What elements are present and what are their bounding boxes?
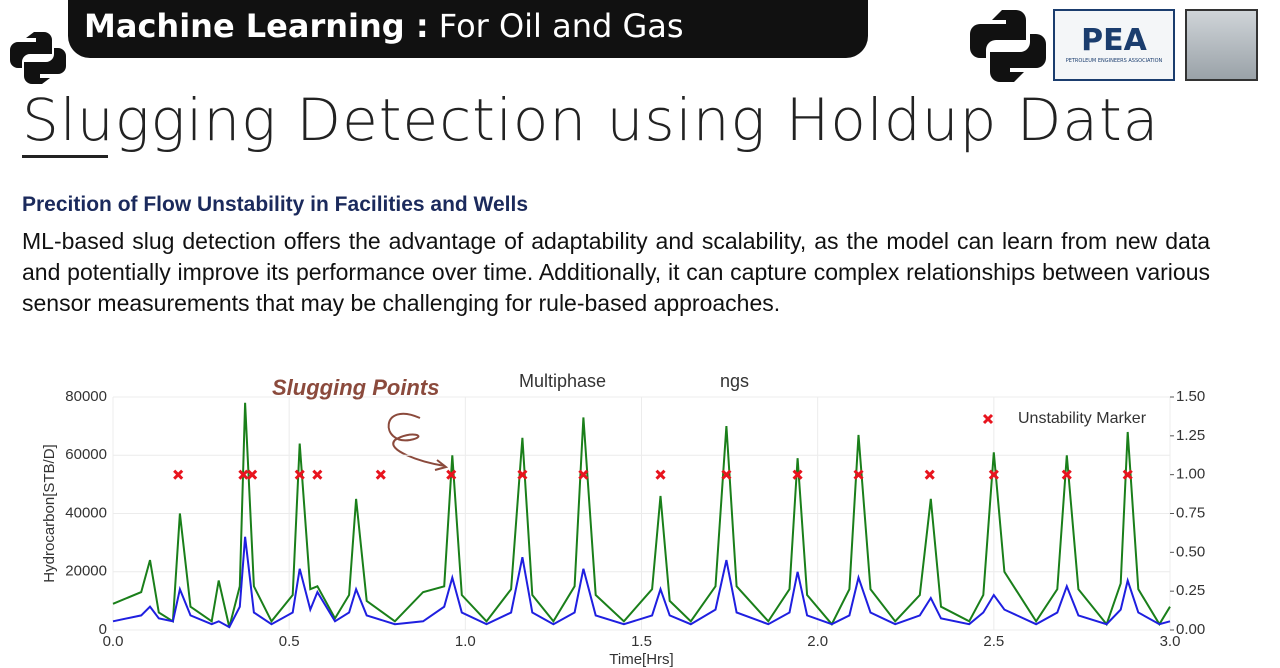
banner-bold: Machine Learning : bbox=[84, 7, 429, 45]
marker bbox=[721, 469, 732, 480]
annotation-arrowhead bbox=[434, 459, 449, 471]
python-logo bbox=[10, 32, 66, 84]
y-tick-label: 40000 bbox=[65, 504, 107, 521]
slide-title: Slugging Detection using Holdup Data bbox=[22, 86, 1160, 154]
x-tick-label: 2.0 bbox=[807, 633, 828, 650]
logo-text: PEA bbox=[1081, 23, 1147, 58]
marker bbox=[792, 469, 803, 480]
paragraph: ML-based slug detection offers the advan… bbox=[22, 228, 1210, 316]
title-underline bbox=[22, 155, 108, 158]
profile-photo bbox=[1185, 9, 1258, 81]
marker bbox=[578, 469, 589, 480]
marker bbox=[1061, 469, 1072, 480]
marker bbox=[247, 469, 258, 480]
banner-text: For Oil and Gas Application bbox=[84, 7, 684, 117]
y2-tick-label: 0.75 bbox=[1176, 504, 1205, 521]
x-tick-label: 0.5 bbox=[279, 633, 300, 650]
marker bbox=[238, 469, 249, 480]
x-tick-label: 1.5 bbox=[631, 633, 652, 650]
python-logo bbox=[970, 10, 1046, 82]
marker bbox=[924, 469, 935, 480]
y-tick-label: 80000 bbox=[65, 388, 107, 405]
x-tick-label: 2.5 bbox=[983, 633, 1004, 650]
marker bbox=[375, 469, 386, 480]
y2-tick-label: 1.50 bbox=[1176, 388, 1205, 405]
y-axis-label: Hydrocarbon[STB/D] bbox=[41, 444, 58, 582]
annotation: Slugging Points bbox=[272, 375, 439, 400]
x-tick-label: 3.0 bbox=[1160, 633, 1181, 650]
y-tick-label: 60000 bbox=[65, 446, 107, 463]
y2-tick-label: 1.25 bbox=[1176, 427, 1205, 444]
x-tick-label: 1.0 bbox=[455, 633, 476, 650]
y2-tick-label: 0.00 bbox=[1176, 621, 1205, 638]
y2-tick-label: 0.25 bbox=[1176, 582, 1205, 599]
marker bbox=[853, 469, 864, 480]
marker bbox=[173, 469, 184, 480]
y2-tick-label: 1.00 bbox=[1176, 466, 1205, 483]
marker bbox=[446, 469, 457, 480]
y-tick-label: 20000 bbox=[65, 563, 107, 580]
legend-label: Unstability Marker bbox=[1018, 410, 1147, 427]
marker bbox=[655, 469, 666, 480]
x-tick-label: 0.0 bbox=[103, 633, 124, 650]
marker bbox=[988, 469, 999, 480]
marker bbox=[294, 469, 305, 480]
chart-title: ngs bbox=[720, 371, 749, 391]
x-axis-label: Time[Hrs] bbox=[609, 651, 673, 668]
pea-logo: PEA PETROLEUM ENGINEERS ASSOCIATION bbox=[1053, 9, 1175, 81]
marker bbox=[312, 469, 323, 480]
marker bbox=[1122, 469, 1133, 480]
line-series bbox=[112, 402, 1171, 628]
marker bbox=[982, 413, 994, 425]
annotation-arrow bbox=[387, 412, 446, 467]
marker bbox=[517, 469, 528, 480]
line-series bbox=[112, 536, 1171, 629]
subtitle: Precition of Flow Unstability in Facilit… bbox=[22, 193, 529, 216]
y2-tick-label: 0.50 bbox=[1176, 543, 1205, 560]
banner: Machine Learning : For Oil and Gas Appli… bbox=[68, 0, 868, 117]
logo-subtext: PETROLEUM ENGINEERS ASSOCIATION bbox=[1065, 58, 1163, 64]
chart-title: Multiphase bbox=[519, 371, 606, 391]
y-tick-label: 0 bbox=[99, 621, 107, 638]
